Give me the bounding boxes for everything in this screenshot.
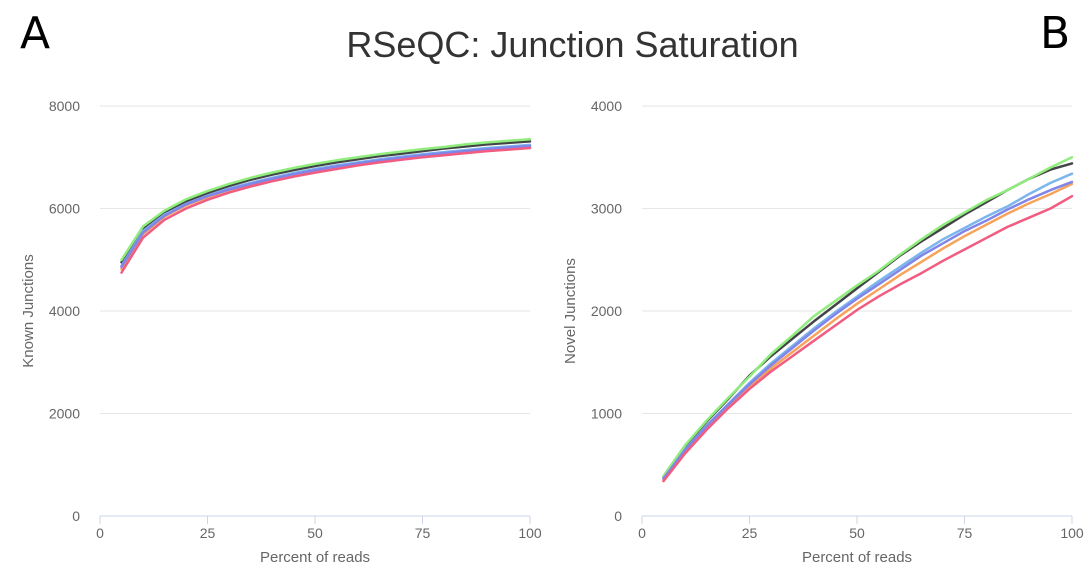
chart-panel-a: 0 2000 4000 6000 8000 0 25 50 75 100 Percent of re… bbox=[20, 98, 542, 566]
chart-b-y-tick-label: 1000 bbox=[591, 406, 622, 422]
chart-b-y-tick-label: 4000 bbox=[591, 98, 622, 114]
chart-b-y-axis-title: Novel Junctions bbox=[562, 258, 579, 364]
chart-a-y-tick-label: 8000 bbox=[49, 98, 80, 114]
chart-a-x-tick-label: 0 bbox=[96, 525, 104, 541]
chart-b-series-line-4 bbox=[662, 182, 1074, 482]
chart-a-y-tick-label: 6000 bbox=[49, 201, 80, 217]
chart-b-series-line-1 bbox=[662, 162, 1074, 479]
chart-b-series-line-2 bbox=[662, 172, 1074, 480]
chart-b-x-tick-label: 75 bbox=[957, 525, 973, 541]
chart-b-series-line-6 bbox=[662, 194, 1074, 483]
chart-a-y-tick-label: 0 bbox=[72, 508, 80, 524]
chart-panel-b: 0 1000 2000 3000 4000 0 25 50 75 100 Percent of re… bbox=[562, 98, 1084, 566]
chart-a-x-tick-label: 25 bbox=[200, 525, 216, 541]
chart-b-series-line-3 bbox=[662, 156, 1074, 478]
chart-a-y-axis-title: Known Junctions bbox=[20, 254, 37, 367]
chart-a-x-tick-label: 75 bbox=[415, 525, 431, 541]
chart-b-y-tick-label: 3000 bbox=[591, 201, 622, 217]
chart-a-x-tick-label: 50 bbox=[307, 525, 323, 541]
chart-a-series-line-5 bbox=[120, 144, 532, 269]
chart-b-x-tick-label: 50 bbox=[849, 525, 865, 541]
chart-a-series-line-3 bbox=[120, 138, 532, 262]
chart-b-x-tick-label: 0 bbox=[638, 525, 646, 541]
chart-b-y-tick-label: 0 bbox=[614, 508, 622, 524]
chart-b-series-line-5 bbox=[662, 180, 1074, 480]
chart-a-series-line-6 bbox=[120, 146, 532, 274]
panel-a-letter: A bbox=[20, 8, 51, 59]
chart-a-x-axis-title: Percent of reads bbox=[260, 549, 370, 566]
chart-a-y-tick-label: 2000 bbox=[49, 406, 80, 422]
chart-a-x-tick-label: 100 bbox=[518, 525, 542, 541]
panel-b-letter: B bbox=[1040, 8, 1071, 59]
chart-b-x-axis-title: Percent of reads bbox=[802, 549, 912, 566]
chart-a-series-line-1 bbox=[120, 140, 532, 264]
chart-a-y-tick-label: 4000 bbox=[49, 303, 80, 319]
page-title: RSeQC: Junction Saturation bbox=[346, 24, 799, 65]
chart-b-x-tick-label: 25 bbox=[742, 525, 758, 541]
chart-b-x-tick-label: 100 bbox=[1060, 525, 1084, 541]
chart-b-y-tick-label: 2000 bbox=[591, 303, 622, 319]
